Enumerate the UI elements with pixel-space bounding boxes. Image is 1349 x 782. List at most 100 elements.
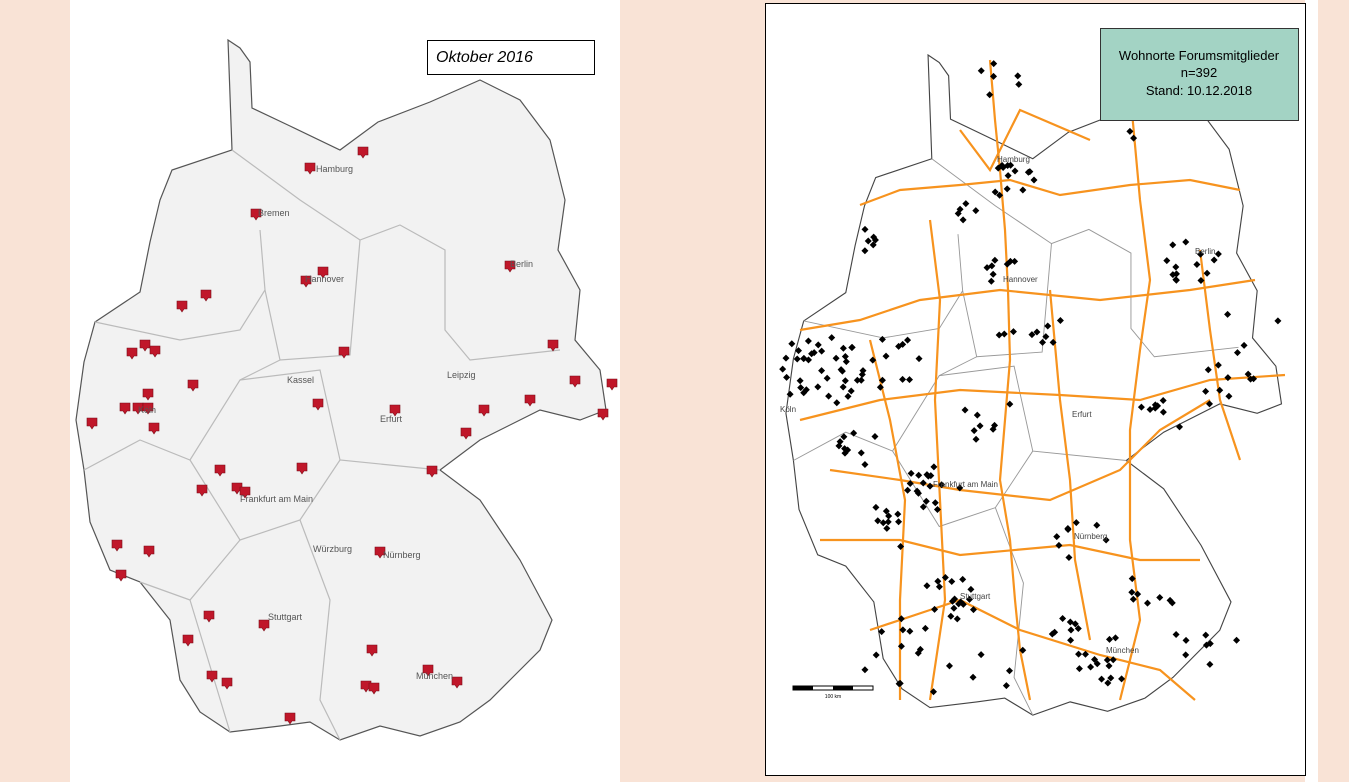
member-marker	[1233, 349, 1241, 357]
member-marker	[1104, 679, 1112, 687]
member-marker	[1169, 241, 1177, 249]
member-marker	[959, 600, 967, 608]
member-marker	[786, 390, 794, 398]
member-marker	[1130, 134, 1138, 142]
member-marker	[927, 472, 935, 480]
member-marker	[895, 680, 903, 688]
member-marker	[1005, 667, 1013, 675]
member-marker	[258, 619, 270, 632]
member-marker	[1024, 168, 1032, 176]
city-label: Stuttgart	[268, 612, 303, 622]
member-marker	[961, 406, 969, 414]
member-marker	[921, 624, 929, 632]
member-marker	[988, 262, 996, 270]
scale-bar-seg	[833, 686, 853, 690]
member-marker	[876, 383, 884, 391]
member-marker	[547, 339, 559, 352]
member-marker	[861, 247, 869, 255]
member-marker	[1075, 665, 1083, 673]
member-marker	[1002, 682, 1010, 690]
member-marker	[839, 383, 847, 391]
member-marker	[1004, 172, 1012, 180]
member-marker	[967, 585, 975, 593]
member-marker	[906, 627, 914, 635]
city-label: München	[1106, 646, 1139, 655]
member-marker	[1030, 176, 1038, 184]
member-marker	[1176, 423, 1184, 431]
member-marker	[1105, 635, 1113, 643]
legend-count: n=392	[1181, 65, 1218, 80]
member-marker	[1128, 588, 1136, 596]
member-marker	[366, 644, 378, 657]
member-marker	[1042, 333, 1050, 341]
member-marker	[1182, 636, 1190, 644]
member-marker	[187, 379, 199, 392]
member-marker	[139, 339, 151, 352]
member-marker	[1039, 338, 1047, 346]
member-marker	[524, 394, 536, 407]
member-marker	[606, 378, 618, 391]
scale-label: 100 km	[825, 694, 841, 700]
member-marker	[931, 605, 939, 613]
member-marker	[828, 334, 836, 342]
member-marker	[300, 275, 312, 288]
member-marker	[897, 642, 905, 650]
member-marker	[802, 386, 810, 394]
motorways	[799, 59, 1286, 701]
member-marker	[111, 539, 123, 552]
title-box	[427, 40, 595, 75]
member-marker	[1182, 238, 1190, 246]
member-marker	[143, 545, 155, 558]
member-marker	[872, 503, 880, 511]
member-marker	[842, 358, 850, 366]
member-marker	[919, 479, 927, 487]
legend-date: Stand: 10.12.2018	[1146, 83, 1252, 98]
member-marker	[839, 344, 847, 352]
member-marker	[1067, 626, 1075, 634]
member-marker	[1159, 408, 1167, 416]
member-marker	[1081, 650, 1089, 658]
member-marker	[987, 277, 995, 285]
member-marker	[1240, 341, 1248, 349]
member-marker	[797, 384, 805, 392]
member-marker	[1064, 525, 1072, 533]
member-marker	[861, 460, 869, 468]
member-marker	[1193, 260, 1201, 268]
member-marker	[897, 615, 905, 623]
member-marker	[1225, 392, 1233, 400]
member-marker	[1051, 628, 1059, 636]
member-marker	[196, 484, 208, 497]
member-marker	[955, 600, 963, 608]
member-marker	[1172, 276, 1180, 284]
member-marker	[1044, 322, 1052, 330]
member-marker	[941, 574, 949, 582]
member-marker	[1202, 631, 1210, 639]
city-label: Bremen	[258, 208, 290, 218]
member-marker	[203, 610, 215, 623]
right-strip	[1305, 0, 1318, 782]
member-marker	[814, 383, 822, 391]
member-marker	[1098, 675, 1106, 683]
member-marker	[206, 670, 218, 683]
member-marker	[922, 497, 930, 505]
member-marker	[899, 375, 907, 383]
member-marker	[284, 712, 296, 725]
scale-bar: 100 km	[792, 685, 874, 700]
member-marker	[915, 471, 923, 479]
member-marker	[1206, 660, 1214, 668]
member-marker	[1067, 636, 1075, 644]
member-marker	[1156, 593, 1164, 601]
member-marker	[841, 377, 849, 385]
city-label: Köln	[138, 405, 156, 415]
member-marker	[200, 289, 212, 302]
member-marker	[504, 260, 516, 273]
member-marker	[844, 392, 852, 400]
member-marker	[374, 546, 386, 559]
member-marker	[923, 582, 931, 590]
member-marker	[883, 524, 891, 532]
member-marker	[1197, 277, 1205, 285]
member-marker	[904, 486, 912, 494]
legend-box	[1100, 28, 1299, 121]
member-marker	[597, 408, 609, 421]
